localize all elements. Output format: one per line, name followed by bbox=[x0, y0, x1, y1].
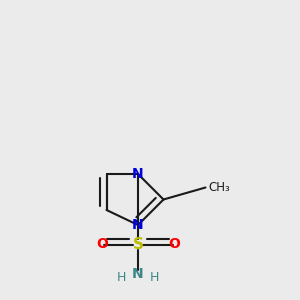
Text: O: O bbox=[168, 238, 180, 251]
Text: S: S bbox=[133, 237, 143, 252]
Text: H: H bbox=[150, 271, 159, 284]
Text: O: O bbox=[96, 238, 108, 251]
Text: H: H bbox=[117, 271, 126, 284]
Text: N: N bbox=[132, 218, 144, 232]
Text: N: N bbox=[132, 167, 144, 181]
Text: N: N bbox=[132, 268, 144, 281]
Text: CH₃: CH₃ bbox=[208, 181, 230, 194]
